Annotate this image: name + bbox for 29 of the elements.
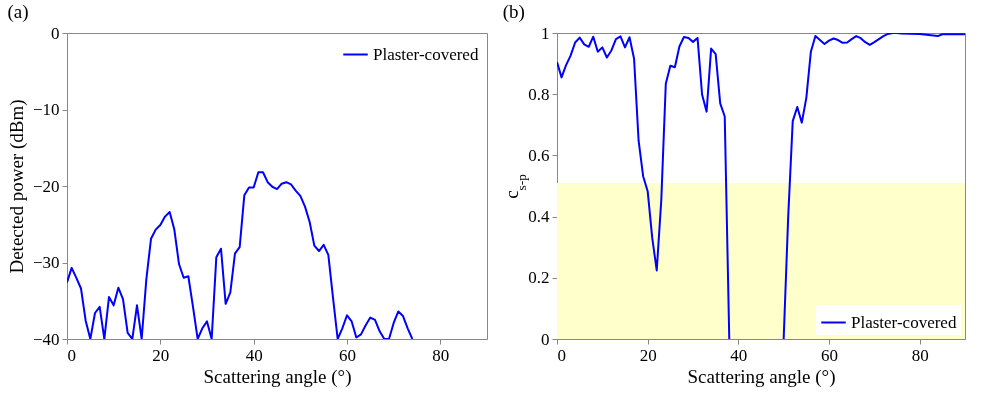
chart-title: (b) xyxy=(502,1,525,23)
line-series xyxy=(67,171,414,339)
y-axis-title: Detected power (dBm) xyxy=(5,99,28,274)
y-tick-label: 0 xyxy=(541,329,550,349)
x-tick-label: 60 xyxy=(821,345,838,365)
x-tick-label: 20 xyxy=(152,345,170,365)
y-tick-label: −30 xyxy=(32,253,60,272)
x-axis-title: Scattering angle (°) xyxy=(203,365,352,388)
y-tick-label: 0.2 xyxy=(528,268,550,288)
chart-title: (a) xyxy=(7,1,29,23)
y-tick-label: 0.6 xyxy=(528,145,550,165)
legend-label: Plaster-covered xyxy=(851,312,957,332)
x-tick-label: 0 xyxy=(67,345,76,365)
y-tick-label: −10 xyxy=(32,100,60,119)
legend-label: Plaster-covered xyxy=(373,44,479,64)
y-tick-label: −40 xyxy=(32,329,60,349)
x-tick-label: 80 xyxy=(432,345,450,365)
x-tick-label: 20 xyxy=(639,345,657,365)
x-axis-title: Scattering angle (°) xyxy=(687,365,836,388)
x-tick-label: 0 xyxy=(557,345,566,365)
x-tick-label: 40 xyxy=(730,345,748,365)
x-tick-label: 40 xyxy=(245,345,263,365)
y-tick-label: 0 xyxy=(51,23,60,43)
x-tick-label: 60 xyxy=(339,345,356,365)
y-tick-label: 1 xyxy=(541,23,550,43)
y-tick-label: 0.8 xyxy=(528,84,550,104)
y-tick-label: −20 xyxy=(32,176,60,196)
x-tick-label: 80 xyxy=(911,345,929,365)
y-tick-label: 0.4 xyxy=(528,207,550,227)
